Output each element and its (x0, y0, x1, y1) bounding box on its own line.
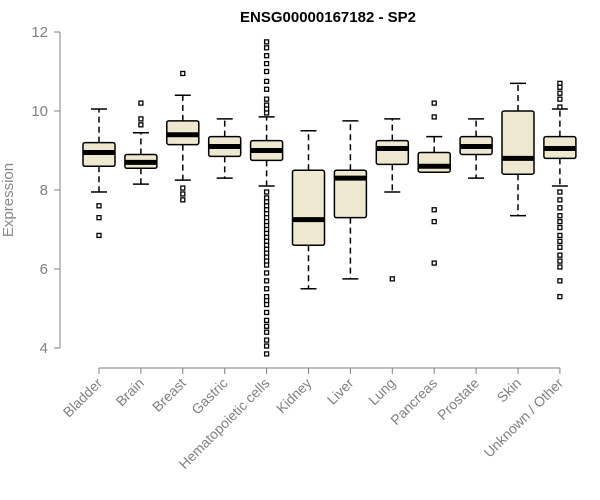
box-skin (501, 82, 535, 217)
outlier-point (263, 262, 270, 268)
outlier-point (263, 337, 270, 343)
outlier-point (263, 351, 270, 357)
outlier-point (557, 238, 563, 245)
y-tick-label: 4 (40, 340, 48, 357)
outlier-point (557, 84, 563, 90)
outlier-point (557, 218, 563, 225)
box-unknown-other (543, 80, 577, 300)
y-tick-label: 10 (31, 103, 48, 120)
box-pancreas (417, 100, 451, 266)
box-iqr (333, 169, 368, 219)
outlier-point (263, 110, 270, 116)
outlier-point (263, 278, 270, 284)
outlier-point (557, 252, 563, 258)
outlier-point (263, 60, 270, 67)
outlier-point (263, 286, 270, 292)
outlier-point (263, 189, 270, 195)
x-tick-label: Lung (365, 375, 398, 408)
outlier-point (180, 70, 186, 77)
outlier-point (557, 293, 563, 300)
box-series (82, 39, 577, 357)
outlier-point (431, 260, 437, 266)
outlier-point (557, 213, 563, 219)
outlier-point (557, 264, 563, 270)
outlier-point (180, 197, 186, 203)
outlier-point (557, 205, 563, 211)
outlier-point (138, 116, 144, 122)
x-tick-label: Skin (494, 375, 525, 406)
y-tick-label: 6 (40, 261, 48, 278)
outlier-point (263, 343, 270, 349)
box-breast (166, 70, 200, 203)
chart-title: ENSG00000167182 - SP2 (240, 9, 416, 26)
outlier-point (557, 258, 563, 264)
x-tick-label: Liver (324, 375, 357, 408)
x-tick-label: Brain (113, 375, 147, 409)
outlier-point (138, 100, 144, 106)
box-hematopoietic-cells (249, 39, 284, 357)
outlier-point (263, 309, 270, 316)
outlier-point (557, 224, 563, 231)
outlier-point (263, 317, 270, 324)
x-tick-label: Pancreas (387, 375, 440, 428)
outlier-point (263, 301, 270, 308)
outlier-point (263, 53, 270, 59)
box-kidney (291, 130, 326, 290)
box-iqr (417, 151, 451, 173)
y-axis: 4 6 8 10 12 (31, 24, 61, 357)
outlier-point (263, 39, 270, 45)
outlier-point (557, 197, 563, 203)
box-iqr (501, 110, 535, 175)
outlier-point (263, 86, 270, 92)
outlier-point (557, 96, 563, 102)
x-tick-label: Prostate (434, 375, 482, 423)
box-gastric (207, 118, 242, 179)
y-tick-label: 8 (40, 182, 48, 199)
box-lung (375, 118, 410, 282)
outlier-point (96, 214, 102, 221)
y-axis-label: Expression (0, 163, 17, 237)
outlier-point (431, 207, 437, 213)
outlier-point (557, 278, 563, 284)
outlier-point (180, 185, 186, 191)
box-iqr (375, 139, 410, 166)
box-iqr (291, 169, 326, 247)
outlier-point (389, 276, 395, 282)
box-liver (333, 120, 368, 280)
outlier-point (557, 232, 563, 239)
y-tick-label: 12 (31, 24, 48, 41)
outlier-point (431, 114, 437, 120)
outlier-point (180, 191, 186, 197)
box-brain (124, 100, 158, 185)
outlier-point (431, 100, 437, 106)
outlier-point (96, 203, 102, 209)
x-tick-label: Kidney (273, 375, 315, 417)
outlier-point (557, 90, 563, 96)
outlier-point (431, 218, 437, 225)
outlier-point (138, 122, 144, 128)
outlier-point (263, 323, 270, 329)
outlier-point (557, 104, 563, 110)
outlier-point (557, 189, 563, 195)
outlier-point (263, 270, 270, 276)
box-prostate (459, 118, 493, 179)
outlier-point (263, 45, 270, 51)
x-tick-label: Unknown / Other (480, 375, 566, 461)
outlier-point (557, 244, 563, 250)
outlier-point (263, 78, 270, 85)
box-bladder (82, 108, 116, 239)
outlier-point (263, 96, 270, 102)
outlier-point (96, 232, 102, 239)
outlier-point (263, 68, 270, 75)
outlier-point (263, 329, 270, 335)
x-tick-label: Bladder (60, 375, 106, 421)
x-tick-label: Breast (149, 375, 189, 415)
